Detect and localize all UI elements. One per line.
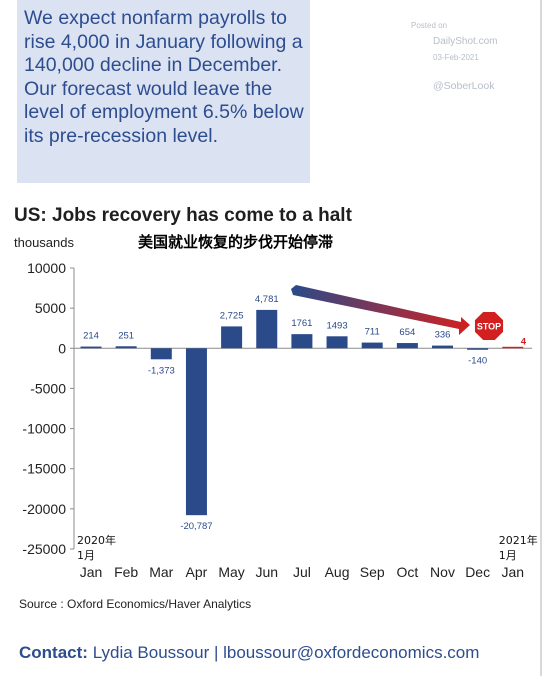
x-tick-label: Dec: [465, 564, 490, 580]
data-label: 1493: [326, 320, 347, 331]
bars: [80, 309, 524, 516]
x-tick-label: May: [218, 564, 244, 580]
bar-nov-10: [432, 345, 453, 349]
chinese-subtitle: 美国就业恢复的步伐开始停滞: [138, 234, 334, 251]
bar-jan-12: [502, 346, 524, 349]
y-tick-label: 5000: [35, 300, 66, 316]
data-label: 654: [399, 327, 415, 338]
contact-label: Contact:: [19, 643, 88, 662]
bar-jul-6: [291, 334, 313, 349]
x-tick-label: Mar: [149, 564, 173, 580]
x-tick-label: Oct: [396, 564, 418, 580]
bar-may-4: [221, 326, 243, 349]
stop-sign-icon: [473, 310, 505, 342]
y-tick-label: -25000: [22, 541, 66, 557]
y-tick-label: -15000: [22, 461, 66, 477]
x-tick-label: Nov: [430, 564, 455, 580]
source-note: Source : Oxford Economics/Haver Analytic…: [19, 597, 252, 611]
data-label: 1761: [291, 318, 312, 329]
data-label: 336: [435, 330, 451, 341]
data-label: 214: [83, 331, 99, 342]
watermark-date: 03-Feb-2021: [433, 53, 479, 62]
data-label: 4: [521, 336, 527, 347]
data-label: 251: [118, 330, 134, 341]
y-axis-unit-label: thousands: [14, 235, 74, 250]
x-tick-label: Jan: [80, 564, 103, 580]
bar-jun-5: [256, 309, 278, 349]
slowdown-arrow: [291, 285, 470, 335]
figure-frame: [540, 0, 542, 676]
x-tick-label: Apr: [186, 564, 208, 580]
data-labels: 214 251 -1,373 -20,787 2,725 4,781 1761 1493 711…: [83, 294, 527, 532]
data-label: -20,787: [180, 521, 212, 532]
bar-sep-8: [361, 342, 383, 349]
bar-aug-7: [326, 336, 348, 349]
bar-dec-11: [467, 348, 489, 350]
contact-value: Lydia Boussour | lboussour@oxfordeconomi…: [92, 643, 480, 662]
month-label: 1月: [499, 549, 517, 562]
stop-sign-text: STOP: [477, 322, 501, 332]
year-label: 2021年: [499, 533, 538, 547]
x-tick-label: Aug: [325, 564, 350, 580]
x-tick-label: Feb: [114, 564, 138, 580]
bar-mar-2: [150, 348, 172, 360]
watermark-posted: Posted on: [411, 21, 448, 30]
y-tick-label: -5000: [30, 380, 66, 396]
data-label: 4,781: [255, 294, 279, 305]
forecast-callout: We expect nonfarm payrolls to rise 4,000…: [17, 0, 310, 183]
bar-feb-1: [115, 346, 137, 349]
chart-title: US: Jobs recovery has come to a halt: [14, 205, 352, 226]
x-tick-label: Jan: [502, 564, 525, 580]
y-tick-label: -10000: [22, 421, 66, 437]
watermark-handle: @SoberLook: [433, 80, 495, 92]
data-label: 2,725: [220, 310, 244, 321]
data-label: -140: [468, 355, 487, 366]
watermark-site: DailyShot.com: [433, 36, 498, 47]
bar-apr-3: [185, 348, 207, 516]
month-label: 1月: [77, 549, 95, 562]
bar-oct-9: [396, 343, 418, 349]
callout-text: We expect nonfarm payrolls to rise 4,000…: [24, 7, 304, 147]
y-tick-label: 0: [58, 340, 66, 356]
y-tick-label: 10000: [27, 260, 66, 276]
y-axis: 10000 5000 0 -5000 -10000 -15000 -20000 -25000: [22, 260, 532, 557]
x-axis: Jan Feb Mar Apr May Jun Jul Aug Sep Oct Nov Dec Jan 2…: [77, 533, 538, 580]
trend-annotation: STOP: [291, 285, 505, 342]
x-tick-label: Sep: [360, 564, 385, 580]
x-tick-label: Jul: [293, 564, 311, 580]
x-tick-label: Jun: [255, 564, 278, 580]
bar-jan-0: [80, 346, 102, 349]
data-label: -1,373: [148, 365, 175, 376]
contact-line: Contact: Lydia Boussour | lboussour@oxfo…: [19, 643, 479, 663]
data-label: 711: [365, 327, 380, 338]
y-tick-label: -20000: [22, 501, 66, 517]
year-label: 2020年: [77, 533, 116, 547]
